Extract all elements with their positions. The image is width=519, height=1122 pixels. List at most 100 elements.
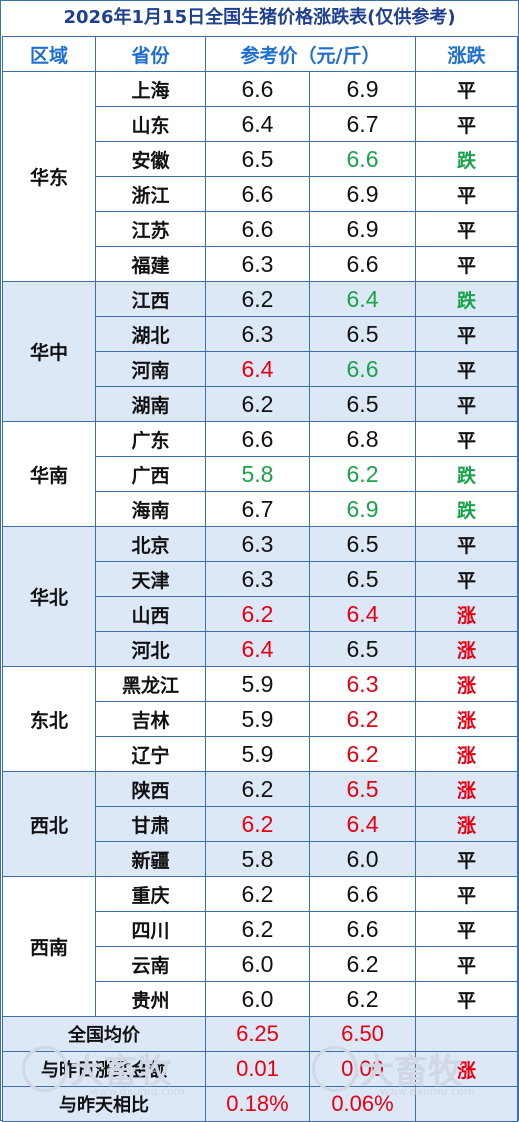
price-high-cell: 6.6 [308,246,417,282]
table-row: 新疆 5.8 6.0 平 [3,841,519,877]
price-high-cell: 6.9 [308,211,417,247]
price-low-cell: 6.3 [205,561,310,597]
table-row: 浙江 6.6 6.9 平 [3,176,519,212]
summary-row: 与昨天相比 0.18% 0.06% [2,1086,519,1122]
header-region: 区域 [2,36,96,72]
province-cell: 河南 [95,351,206,387]
trend-cell: 涨 [415,631,519,667]
table-row: 海南 6.7 6.9 跌 [3,491,519,527]
price-high-cell: 6.6 [308,141,417,177]
trend-cell: 平 [415,351,519,387]
trend-cell: 平 [415,316,519,352]
province-cell: 河北 [95,631,206,667]
price-high-cell: 6.3 [308,666,417,702]
price-high-cell: 6.4 [308,596,417,632]
price-high-cell: 6.2 [308,736,417,772]
price-low-cell: 6.6 [205,71,310,107]
summary-value-low: 0.18% [205,1086,310,1122]
watermark-text: 大畜牧 [70,1052,172,1092]
price-high-cell: 6.7 [308,106,417,142]
table-row: 华东 上海 6.6 6.9 平 [2,71,519,282]
summary-row: 与昨日涨跌金额 0.01 0.00 涨 [2,1051,519,1087]
price-high-cell: 6.4 [308,806,417,842]
table-row: 福建 6.3 6.6 平 [3,246,519,282]
price-high-cell: 6.5 [308,771,417,807]
price-low-cell: 6.2 [205,876,310,912]
table-row: 江苏 6.6 6.9 平 [3,211,519,247]
province-cell: 江西 [95,281,206,317]
table-row: 辽宁 5.9 6.2 涨 [3,736,519,772]
summary-trend [415,1016,519,1052]
watermark-text: 大畜牧 [360,1052,462,1092]
province-cell: 新疆 [95,841,206,877]
watermark-logo-icon [22,1046,68,1092]
header-row: 区域 省份 参考价（元/斤） 涨跌 [2,36,519,72]
price-low-cell: 6.0 [205,981,310,1017]
province-cell: 贵州 [95,981,206,1017]
summary-label: 全国均价 [2,1016,206,1052]
trend-cell: 平 [415,876,519,912]
watermark-site: www.dxumu.com [380,1085,475,1098]
price-table: 区域 省份 参考价（元/斤） 涨跌 华东 上海 6.6 6.9 平山东 6.4 6.7 平安徽… [2,36,519,1122]
price-low-cell: 6.2 [205,771,310,807]
province-cell: 黑龙江 [95,666,206,702]
table-row: 贵州 6.0 6.2 平 [3,981,519,1017]
price-high-cell: 6.5 [308,561,417,597]
price-low-cell: 6.2 [205,596,310,632]
price-high-cell: 6.5 [308,386,417,422]
header-province: 省份 [95,36,206,72]
summary-value-high: 0.06% [308,1086,417,1122]
price-low-cell: 6.4 [205,106,310,142]
region-cell: 华南 [2,421,96,527]
province-cell: 湖北 [95,316,206,352]
province-cell: 天津 [95,561,206,597]
trend-cell: 涨 [415,806,519,842]
region-cell: 东北 [2,666,96,772]
trend-cell: 平 [415,841,519,877]
province-cell: 浙江 [95,176,206,212]
province-cell: 安徽 [95,141,206,177]
summary-value-low: 0.01 [205,1051,310,1087]
table-row: 广西 5.8 6.2 跌 [3,456,519,492]
province-cell: 甘肃 [95,806,206,842]
price-high-cell: 6.2 [308,701,417,737]
region-cell: 西南 [2,876,96,1017]
province-cell: 北京 [95,526,206,562]
price-high-cell: 6.5 [308,316,417,352]
page-title: 2026年1月15日全国生猪价格涨跌表(仅供参考) [63,7,456,28]
price-low-cell: 6.6 [205,176,310,212]
table-row: 华中 江西 6.2 6.4 跌 [2,281,519,422]
province-cell: 广东 [95,421,206,457]
table-row: 湖南 6.2 6.5 平 [3,386,519,422]
province-cell: 山东 [95,106,206,142]
trend-cell: 涨 [415,666,519,702]
price-low-cell: 6.2 [205,806,310,842]
region-cell: 华东 [2,71,96,282]
trend-cell: 平 [415,71,519,107]
price-high-cell: 6.0 [308,841,417,877]
province-cell: 吉林 [95,701,206,737]
trend-cell: 涨 [415,771,519,807]
trend-cell: 平 [415,526,519,562]
price-low-cell: 6.2 [205,386,310,422]
trend-cell: 平 [415,561,519,597]
price-low-cell: 5.9 [205,736,310,772]
table-row: 山西 6.2 6.4 涨 [3,596,519,632]
summary-trend [415,1086,519,1122]
table-row: 西南 重庆 6.2 6.6 平 [2,876,519,1017]
price-high-cell: 6.2 [308,981,417,1017]
province-cell: 重庆 [95,876,206,912]
trend-cell: 平 [415,176,519,212]
price-high-cell: 6.9 [308,71,417,107]
province-cell: 江苏 [95,211,206,247]
price-low-cell: 6.7 [205,491,310,527]
trend-cell: 平 [415,106,519,142]
price-high-cell: 6.5 [308,631,417,667]
price-low-cell: 6.3 [205,246,310,282]
trend-cell: 涨 [415,701,519,737]
price-high-cell: 6.6 [308,911,417,947]
price-low-cell: 6.4 [205,631,310,667]
province-cell: 辽宁 [95,736,206,772]
summary-label: 与昨天相比 [2,1086,206,1122]
table-row: 河南 6.4 6.6 平 [3,351,519,387]
